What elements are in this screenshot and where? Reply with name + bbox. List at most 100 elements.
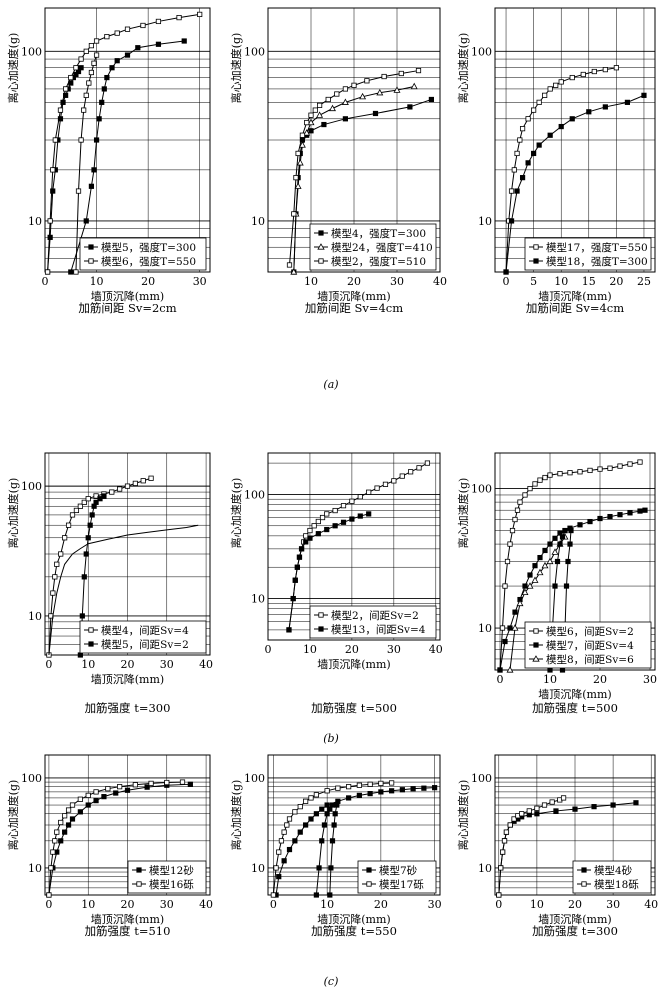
data-point: [410, 82, 418, 90]
data-point: [50, 849, 56, 855]
x-tick-label: 30: [387, 643, 401, 656]
x-axis-label: 墙顶沉降(mm): [91, 912, 164, 926]
data-point: [526, 808, 532, 814]
data-point: [617, 512, 623, 518]
y-axis-label: 离心加速度(g): [6, 33, 20, 104]
data-point: [144, 784, 150, 790]
legend-box: [357, 860, 437, 894]
data-point: [342, 86, 349, 92]
data-point: [286, 262, 293, 268]
x-tick-label: 0: [45, 898, 52, 911]
data-point: [93, 798, 99, 804]
data-point: [308, 112, 314, 118]
x-tick-label: 20: [121, 658, 135, 671]
legend-label: 模型17砾: [379, 878, 424, 891]
data-point: [572, 806, 578, 812]
legend-label: 模型8，间距Sv=6: [546, 653, 634, 666]
data-point: [46, 892, 52, 898]
y-tick-label: 10: [478, 215, 492, 228]
chart-title: 加筋强度 t=500: [311, 701, 397, 715]
data-point: [77, 652, 83, 658]
x-tick-label: 30: [643, 673, 657, 686]
legend-box: [309, 223, 437, 271]
legend-box: [572, 860, 652, 894]
y-tick-label: 10: [478, 622, 492, 635]
x-axis-label: 墙顶沉降(mm): [317, 912, 390, 926]
data-point: [58, 838, 64, 844]
y-tick-label: 100: [244, 45, 265, 58]
x-tick-label: 0: [503, 275, 510, 288]
legend-marker: [532, 655, 540, 662]
data-point: [522, 583, 528, 589]
data-point: [296, 159, 304, 166]
data-point: [512, 516, 518, 523]
data-point: [307, 118, 315, 126]
legend-box: [127, 860, 207, 894]
data-point: [69, 802, 76, 808]
chart-panel-4: 0 10 20 30 40 10 100 墙顶沉降(mm) 离心加速度(g) 加筋强度 t=300…: [6, 452, 213, 715]
data-point: [389, 788, 395, 794]
x-tick-label: 10: [320, 898, 334, 911]
series-3: [506, 533, 569, 673]
y-axis-label: 离心加速度(g): [456, 780, 470, 851]
x-tick-label: 30: [160, 658, 174, 671]
series-4: [44, 11, 203, 275]
data-point: [565, 558, 571, 565]
data-point: [148, 475, 154, 481]
data-point: [357, 513, 363, 519]
x-axis-label: 墙顶沉降(mm): [538, 289, 611, 303]
series-1: [68, 38, 187, 275]
chart-title: 加筋强度 t=550: [311, 924, 397, 938]
data-point: [88, 69, 95, 76]
data-point: [511, 624, 519, 631]
data-point: [329, 104, 336, 112]
data-point: [105, 786, 111, 792]
x-tick-label: 10: [530, 898, 544, 911]
data-point: [531, 576, 539, 583]
data-point: [292, 838, 298, 844]
data-point: [179, 779, 186, 785]
data-point: [559, 534, 566, 540]
legend-label: 模型13，间距Sv=4: [331, 623, 426, 636]
legend-marker: [88, 244, 94, 250]
data-point: [547, 86, 553, 92]
x-tick-label: 10: [81, 898, 95, 911]
x-tick-label: 40: [644, 898, 658, 911]
data-point: [104, 74, 110, 81]
data-point: [114, 58, 120, 64]
data-point: [511, 167, 517, 173]
data-point: [553, 82, 559, 88]
data-point: [341, 98, 349, 105]
data-point: [292, 577, 298, 583]
data-point: [299, 132, 306, 138]
data-point: [295, 150, 301, 157]
data-point: [68, 269, 74, 275]
data-point: [109, 489, 115, 495]
data-point: [132, 782, 138, 788]
x-tick-label: 20: [347, 275, 361, 288]
data-point: [367, 791, 373, 797]
data-point: [81, 107, 87, 113]
data-point: [319, 806, 325, 812]
data-point: [389, 780, 395, 786]
data-point: [117, 784, 123, 790]
legend-marker: [533, 258, 539, 264]
data-point: [542, 92, 548, 98]
legend-marker: [318, 258, 324, 264]
data-point: [554, 558, 561, 565]
data-point: [357, 494, 363, 500]
y-axis-label: 离心加速度(g): [6, 780, 20, 851]
data-point: [83, 92, 89, 98]
series-line: [47, 13, 200, 273]
legend-label: 模型4，间距Sv=4: [101, 624, 189, 637]
data-point: [73, 507, 80, 514]
data-point: [602, 104, 608, 110]
data-point: [290, 268, 298, 275]
data-point: [324, 811, 330, 817]
data-point: [50, 188, 56, 194]
series-1: [273, 785, 438, 898]
data-point: [155, 41, 162, 47]
legend-marker: [581, 881, 587, 887]
legend-label: 模型6，强度T=550: [101, 255, 196, 268]
